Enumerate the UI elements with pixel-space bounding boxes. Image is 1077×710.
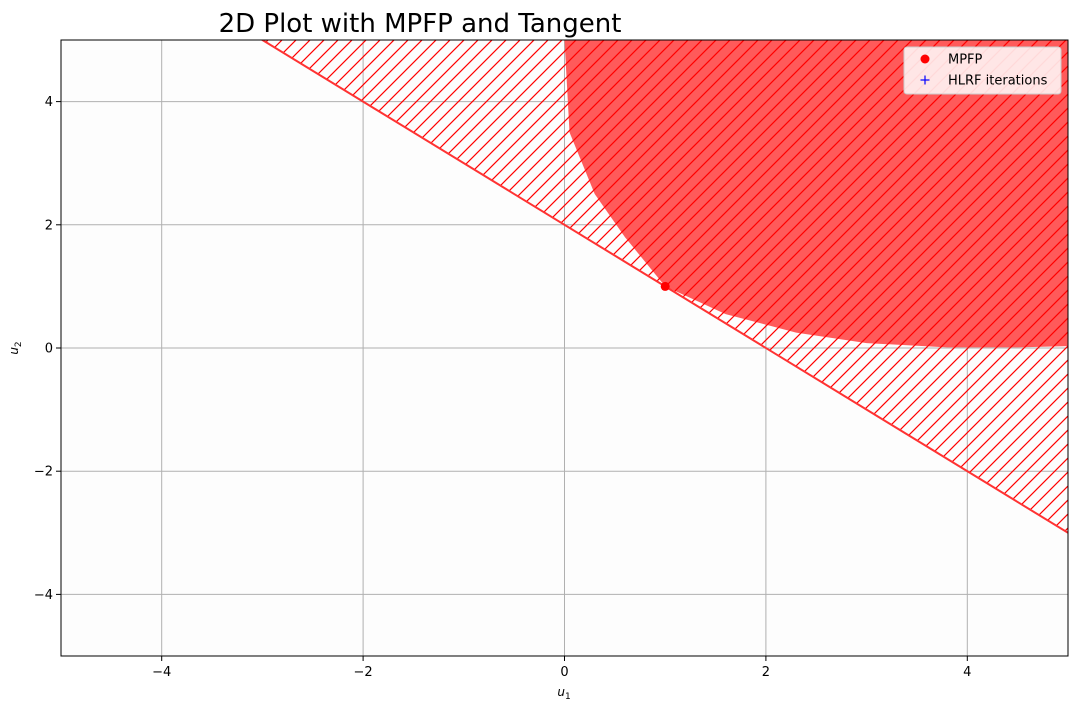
x-axis-label: u1 — [557, 685, 570, 702]
data-points — [660, 281, 670, 291]
y-axis-label: u2 — [7, 341, 24, 354]
y-axis-label-main: u — [7, 347, 21, 355]
x-tick-label: −4 — [152, 665, 171, 680]
mpfp-point — [660, 281, 670, 291]
x-axis-label-main: u — [557, 685, 565, 699]
y-tick-label: −2 — [34, 465, 53, 480]
x-axis-ticks: −4 −2 0 2 4 — [152, 656, 971, 680]
y-axis-ticks: −4 −2 0 2 4 — [34, 95, 61, 603]
y-tick-label: 2 — [45, 218, 53, 233]
failure-region-hatch — [564, 40, 1068, 348]
y-tick-label: 4 — [45, 95, 53, 110]
legend-hlrf-label: HLRF iterations — [948, 74, 1048, 89]
x-tick-label: 2 — [762, 665, 770, 680]
y-tick-label: 0 — [45, 342, 53, 357]
x-tick-label: 0 — [560, 665, 568, 680]
legend-box — [903, 46, 1062, 95]
legend-hlrf-marker — [920, 75, 930, 85]
x-tick-label: −2 — [354, 665, 373, 680]
x-tick-label: 4 — [963, 665, 971, 680]
legend-mpfp-label: MPFP — [948, 53, 983, 68]
chart-title: 2D Plot with MPFP and Tangent — [219, 9, 622, 39]
y-axis-label-sub: 2 — [14, 341, 24, 347]
legend-mpfp-marker — [920, 54, 930, 64]
tangent-line — [260, 40, 1068, 534]
x-axis-label-sub: 1 — [565, 692, 571, 702]
legend: MPFP HLRF iterations — [903, 46, 1062, 95]
y-tick-label: −4 — [34, 588, 53, 603]
